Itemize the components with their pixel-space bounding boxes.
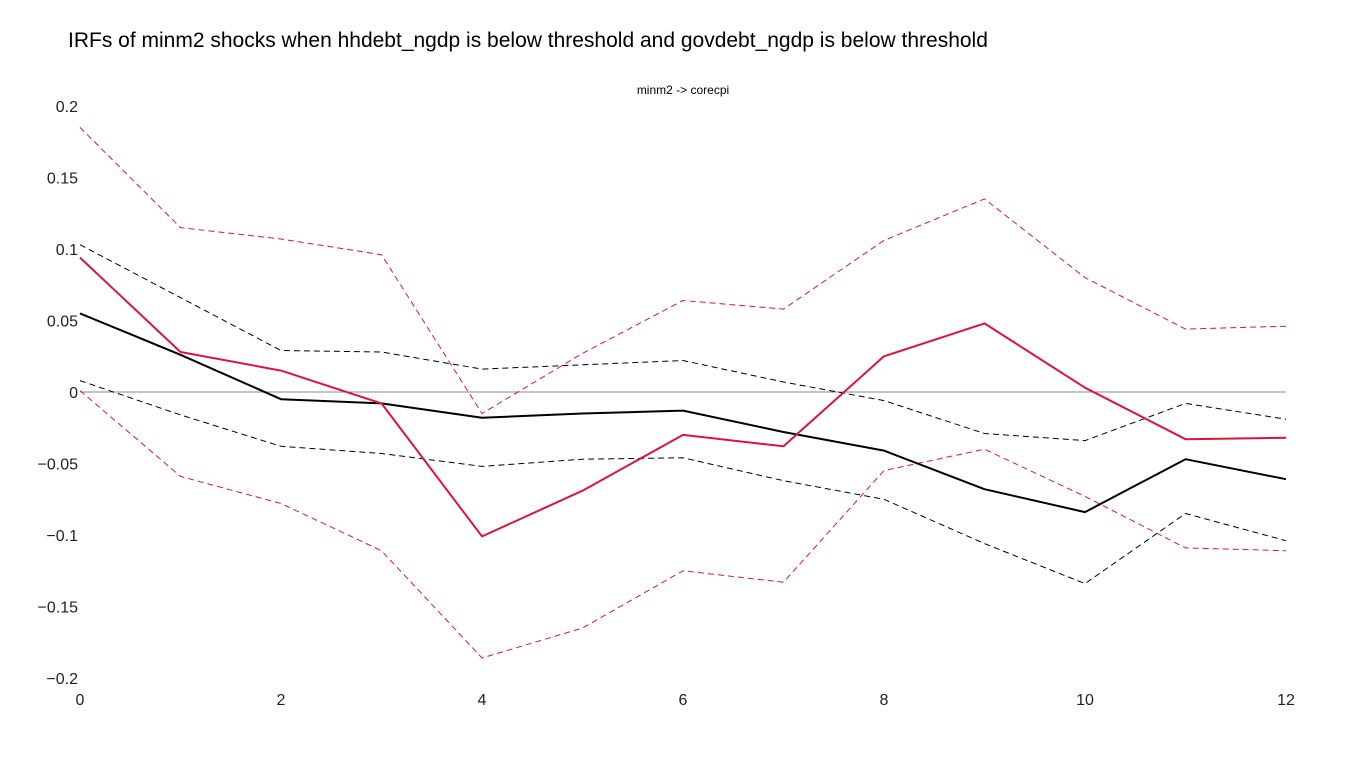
y-tick-label: 0.1 — [56, 242, 78, 259]
x-tick-label: 10 — [1076, 692, 1094, 709]
x-tick-label: 4 — [478, 692, 487, 709]
red-dashed-band-line — [79, 127, 1287, 414]
x-tick-label: 6 — [679, 692, 688, 709]
y-tick-label: −0.15 — [38, 600, 79, 617]
black-dashed-band-line — [79, 244, 1287, 442]
x-axis-ticks: 0 2 4 6 8 10 12 — [76, 692, 1295, 709]
x-tick-label: 8 — [880, 692, 889, 709]
y-tick-label: 0 — [69, 385, 78, 402]
x-tick-label: 0 — [76, 692, 85, 709]
black-dashed-band-line — [79, 380, 1287, 585]
y-tick-label: 0.05 — [47, 314, 78, 331]
subplot-title: minm2 -> corecpi — [636, 83, 730, 97]
series-layer — [79, 127, 1287, 659]
y-tick-label: 0.15 — [47, 171, 78, 188]
y-tick-label: −0.2 — [46, 671, 78, 688]
black-irf-line — [79, 312, 1287, 514]
x-tick-label: 2 — [277, 692, 286, 709]
y-axis-ticks: 0.2 0.15 0.1 0.05 0 −0.05 −0.1 −0.15 −0.2 — [38, 99, 79, 688]
x-tick-label: 12 — [1277, 692, 1295, 709]
y-tick-label: 0.2 — [56, 99, 78, 116]
y-tick-label: −0.05 — [38, 457, 79, 474]
y-tick-label: −0.1 — [46, 528, 78, 545]
chart-title: IRFs of minm2 shocks when hhdebt_ngdp is… — [68, 29, 988, 52]
red-dashed-band-line — [79, 390, 1287, 659]
red-irf-line — [79, 256, 1287, 538]
